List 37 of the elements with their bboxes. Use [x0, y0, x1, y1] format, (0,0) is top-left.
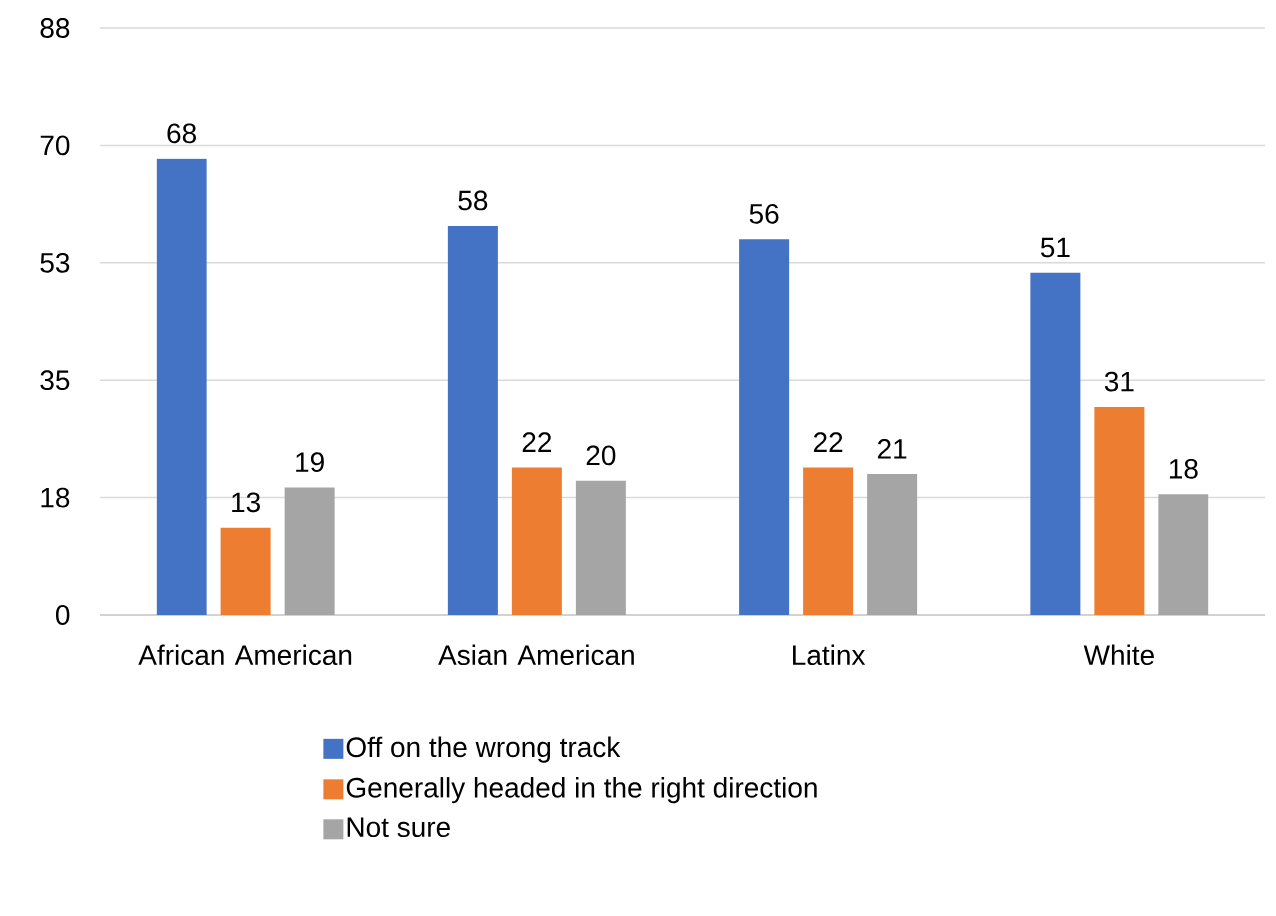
y-tick-label: 70	[40, 135, 70, 156]
x-tick-label: White	[1083, 644, 1154, 666]
legend-label: Not sure	[347, 817, 450, 838]
bar	[511, 467, 562, 615]
bar	[867, 474, 918, 615]
legend-label: Off on the wrong track	[346, 736, 621, 763]
data-label: 68	[167, 123, 196, 144]
bar	[284, 487, 335, 615]
data-label: 51	[1040, 237, 1070, 258]
data-label: 22	[522, 432, 552, 452]
bar	[220, 527, 271, 615]
data-label: 56	[749, 203, 779, 224]
y-tick-label: 88	[40, 18, 70, 38]
data-label: 22	[813, 432, 843, 452]
data-label: 21	[877, 439, 907, 459]
bar	[1094, 407, 1145, 615]
data-label: 20	[586, 445, 616, 466]
data-label: 13	[232, 492, 260, 513]
y-tick-label: 53	[40, 252, 70, 273]
legend-label: Generally headed in the right direction	[346, 777, 817, 804]
data-label: 58	[458, 190, 488, 211]
bar	[1030, 272, 1081, 615]
y-tick-label: 0	[55, 605, 70, 625]
data-label: 31	[1104, 371, 1134, 392]
data-label: 18	[1169, 458, 1198, 479]
bar	[803, 467, 854, 615]
bar	[447, 225, 498, 615]
x-tick-label: Latinx	[793, 644, 866, 666]
bar	[739, 239, 790, 615]
y-tick-label: 35	[40, 370, 70, 391]
y-tick-label: 18	[41, 487, 70, 508]
bar	[575, 480, 626, 615]
bar	[1158, 494, 1209, 615]
data-label: 19	[296, 452, 324, 472]
x-tick-label: Asian American	[438, 644, 634, 666]
x-tick-label: African American	[138, 644, 352, 666]
bar	[156, 158, 207, 615]
